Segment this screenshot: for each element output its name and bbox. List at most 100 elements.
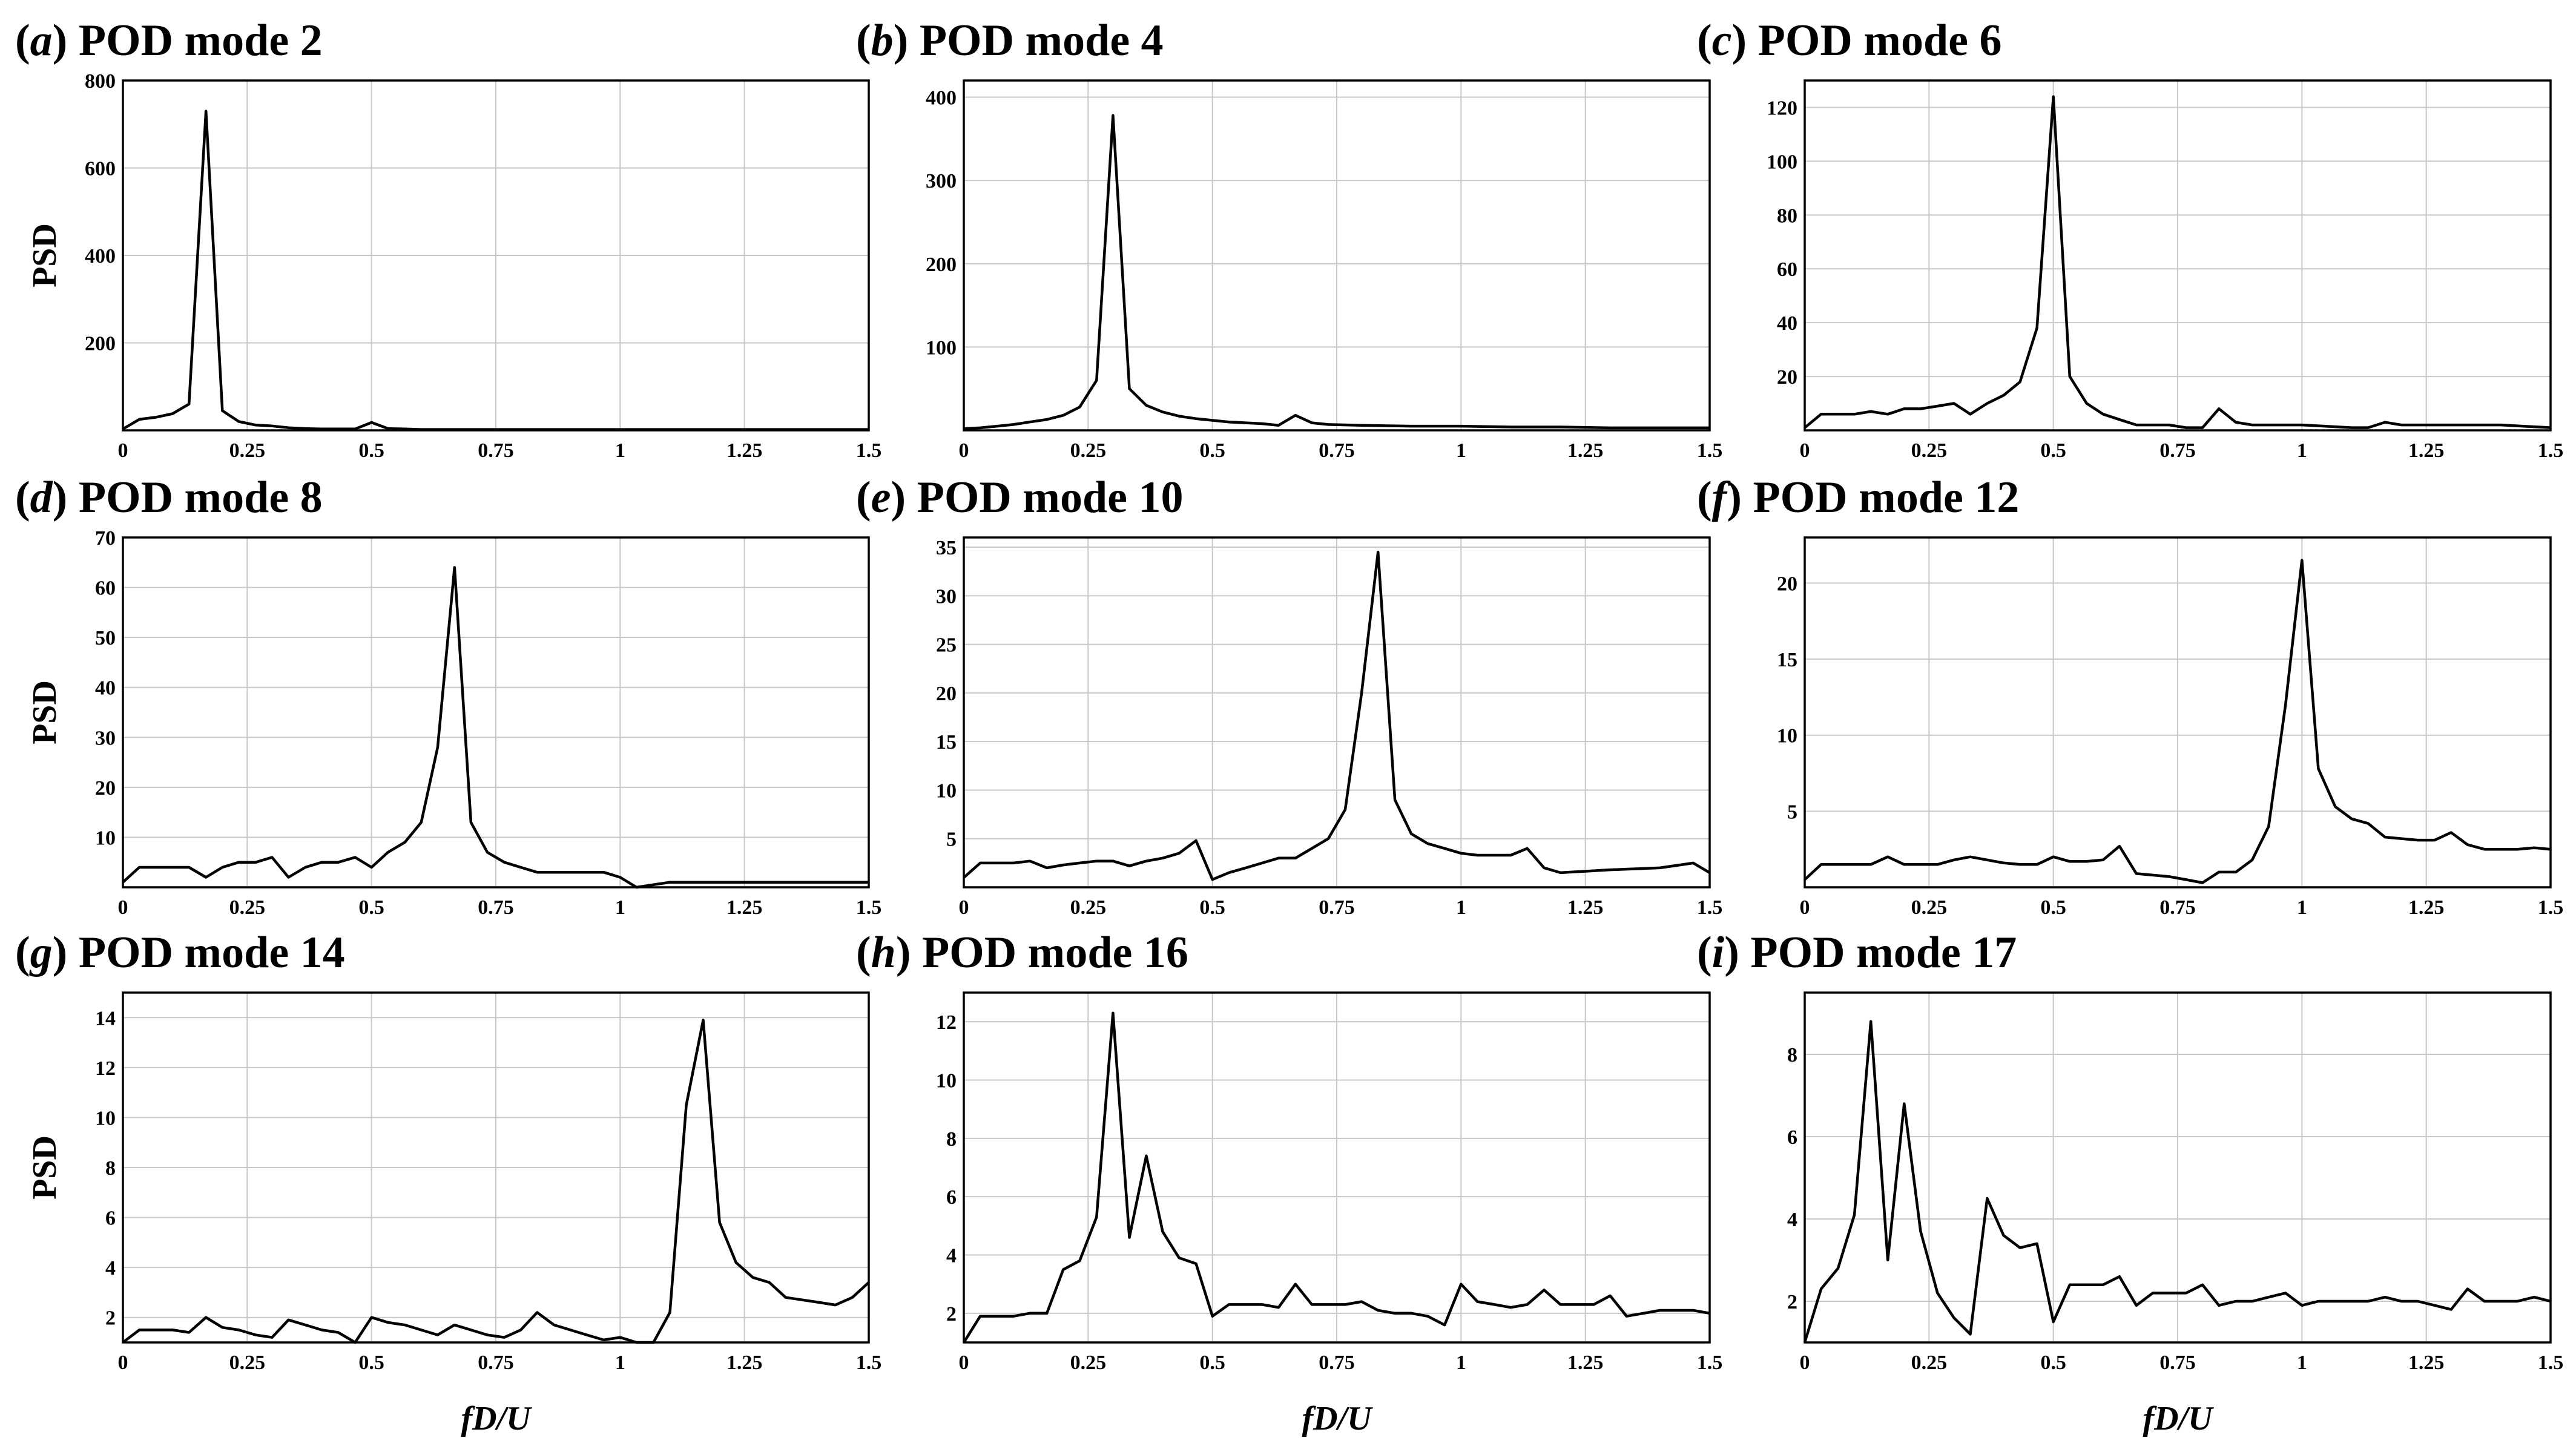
x-tick-label: 0.75 — [2159, 896, 2196, 919]
panel-title-text: POD mode 16 — [922, 928, 1188, 977]
y-tick-label: 2 — [1787, 1291, 1797, 1313]
x-tick-label: 0.75 — [478, 439, 514, 462]
y-tick-label: 12 — [95, 1057, 116, 1080]
y-tick-label: 200 — [926, 254, 957, 276]
panel-title: (c) POD mode 6 — [1697, 16, 2002, 65]
x-tick-label: 0 — [959, 896, 969, 919]
y-tick-label: 35 — [936, 537, 957, 559]
x-tick-label: 0 — [959, 1352, 969, 1374]
x-tick-label: 0 — [118, 439, 128, 462]
panel-letter: c — [1712, 16, 1732, 65]
panel-title-text: POD mode 6 — [1758, 16, 2002, 65]
y-tick-label: 80 — [1777, 205, 1797, 227]
x-axis-label: fD/U — [2143, 1400, 2214, 1437]
y-tick-label: 5 — [946, 829, 957, 851]
y-tick-label: 10 — [936, 1070, 957, 1092]
x-tick-label: 1.25 — [1567, 439, 1604, 462]
panel-title: (h) POD mode 16 — [856, 928, 1188, 977]
psd-line — [963, 1011, 1710, 1344]
panel-title-text: POD mode 14 — [79, 928, 345, 977]
panel-h: 0 0.25 0.5 0.75 1 1.25 1.5 2 4 6 8 10 12 (h) POD mode… — [856, 928, 1722, 1437]
y-tick-label: 400 — [926, 87, 957, 110]
y-tick-label: 15 — [936, 731, 957, 754]
y-tick-label: 6 — [1787, 1126, 1797, 1149]
x-tick-label: 0.5 — [1199, 1352, 1225, 1374]
y-tick-label: 10 — [95, 827, 116, 849]
y-tick-label: 10 — [936, 780, 957, 802]
y-tick-label: 60 — [1777, 258, 1797, 281]
x-tick-label: 0.75 — [1319, 1352, 1355, 1374]
x-tick-label: 1.25 — [1567, 896, 1604, 919]
x-tick-label: 1.25 — [2408, 896, 2445, 919]
panel-title-text: POD mode 12 — [1753, 473, 2019, 522]
x-tick-label: 0.75 — [1319, 439, 1355, 462]
panel-b: 0 0.25 0.5 0.75 1 1.25 1.5 100 200 300 400 (b) POD … — [856, 16, 1722, 462]
y-tick-label: 120 — [1767, 97, 1797, 119]
plot-frame — [963, 79, 1711, 432]
panel-title-text: POD mode 2 — [79, 16, 323, 65]
panel-letter: b — [871, 16, 894, 65]
panel-a: 0 0.25 0.5 0.75 1 1.25 1.5 200 400 600 800 (a) POD … — [15, 16, 881, 462]
y-tick-label: 600 — [85, 158, 116, 180]
x-tick-label: 1 — [615, 1352, 625, 1374]
panel-title-text: POD mode 17 — [1750, 928, 2017, 977]
y-tick-label: 800 — [85, 70, 116, 93]
psd-line — [122, 566, 869, 889]
plot-frame — [1804, 536, 2552, 888]
psd-line — [963, 114, 1710, 430]
panel-letter: i — [1712, 928, 1725, 977]
x-tick-label: 1 — [1456, 439, 1466, 462]
y-axis-label: PSD — [26, 1135, 64, 1200]
x-tick-label: 0.25 — [229, 896, 266, 919]
x-tick-label: 0.5 — [1199, 439, 1225, 462]
y-tick-label: 4 — [1787, 1209, 1797, 1231]
y-tick-label: 8 — [946, 1128, 957, 1151]
panel-title: (f) POD mode 12 — [1697, 473, 2019, 522]
y-tick-label: 100 — [1767, 151, 1797, 173]
x-tick-label: 0 — [1800, 439, 1810, 462]
y-tick-label: 200 — [85, 333, 116, 355]
y-tick-label: 25 — [936, 634, 957, 657]
y-tick-label: 8 — [1787, 1044, 1797, 1066]
x-tick-label: 0.25 — [229, 1352, 266, 1374]
panel-d: 0 0.25 0.5 0.75 1 1.25 1.5 10 20 30 40 50 60 70 (d) PO… — [15, 473, 881, 919]
x-tick-label: 0.75 — [478, 1352, 514, 1374]
panel-e: 0 0.25 0.5 0.75 1 1.25 1.5 5 10 15 20 25 30 35 (e) POD… — [856, 473, 1722, 919]
x-tick-label: 0.75 — [1319, 896, 1355, 919]
y-tick-label: 70 — [95, 527, 116, 550]
psd-line — [1804, 559, 2551, 884]
x-tick-label: 1.25 — [2408, 439, 2445, 462]
panel-c: 0 0.25 0.5 0.75 1 1.25 1.5 20 40 60 80 100 120 (c) PO… — [1697, 16, 2563, 462]
y-tick-label: 15 — [1777, 649, 1797, 671]
y-tick-label: 50 — [95, 627, 116, 649]
x-tick-label: 0.75 — [478, 896, 514, 919]
y-tick-label: 14 — [95, 1007, 116, 1030]
y-tick-label: 40 — [1777, 312, 1797, 335]
panel-i: 0 0.25 0.5 0.75 1 1.25 1.5 2 4 6 8 (i) POD mode 17 f… — [1697, 928, 2563, 1437]
panel-letter: g — [29, 928, 53, 977]
x-tick-label: 0.5 — [2040, 439, 2066, 462]
x-tick-label: 1.5 — [2538, 439, 2564, 462]
x-tick-label: 0.25 — [1070, 439, 1107, 462]
x-tick-label: 0.25 — [1911, 439, 1948, 462]
panel-f: 0 0.25 0.5 0.75 1 1.25 1.5 5 10 15 20 (f) POD mode … — [1697, 473, 2563, 919]
y-tick-label: 40 — [95, 677, 116, 700]
plot-frame — [1804, 79, 2552, 432]
panel-title-text: POD mode 8 — [79, 473, 323, 522]
x-axis-label: fD/U — [1302, 1400, 1373, 1437]
plot-frame — [122, 79, 870, 432]
y-tick-label: 4 — [946, 1245, 957, 1267]
y-tick-label: 8 — [105, 1157, 116, 1180]
x-tick-label: 1.25 — [726, 896, 763, 919]
x-tick-label: 0.5 — [1199, 896, 1225, 919]
y-tick-label: 12 — [936, 1011, 957, 1034]
x-tick-label: 1 — [615, 439, 625, 462]
psd-line — [1803, 1020, 2551, 1343]
panel-letter: d — [30, 473, 53, 522]
x-tick-label: 0.25 — [1070, 896, 1107, 919]
x-tick-label: 0.75 — [2159, 1352, 2196, 1374]
x-tick-label: 0.75 — [2159, 439, 2196, 462]
x-tick-label: 0.5 — [2040, 1352, 2066, 1374]
panel-title-text: POD mode 10 — [917, 473, 1184, 522]
y-tick-label: 20 — [1777, 366, 1797, 389]
